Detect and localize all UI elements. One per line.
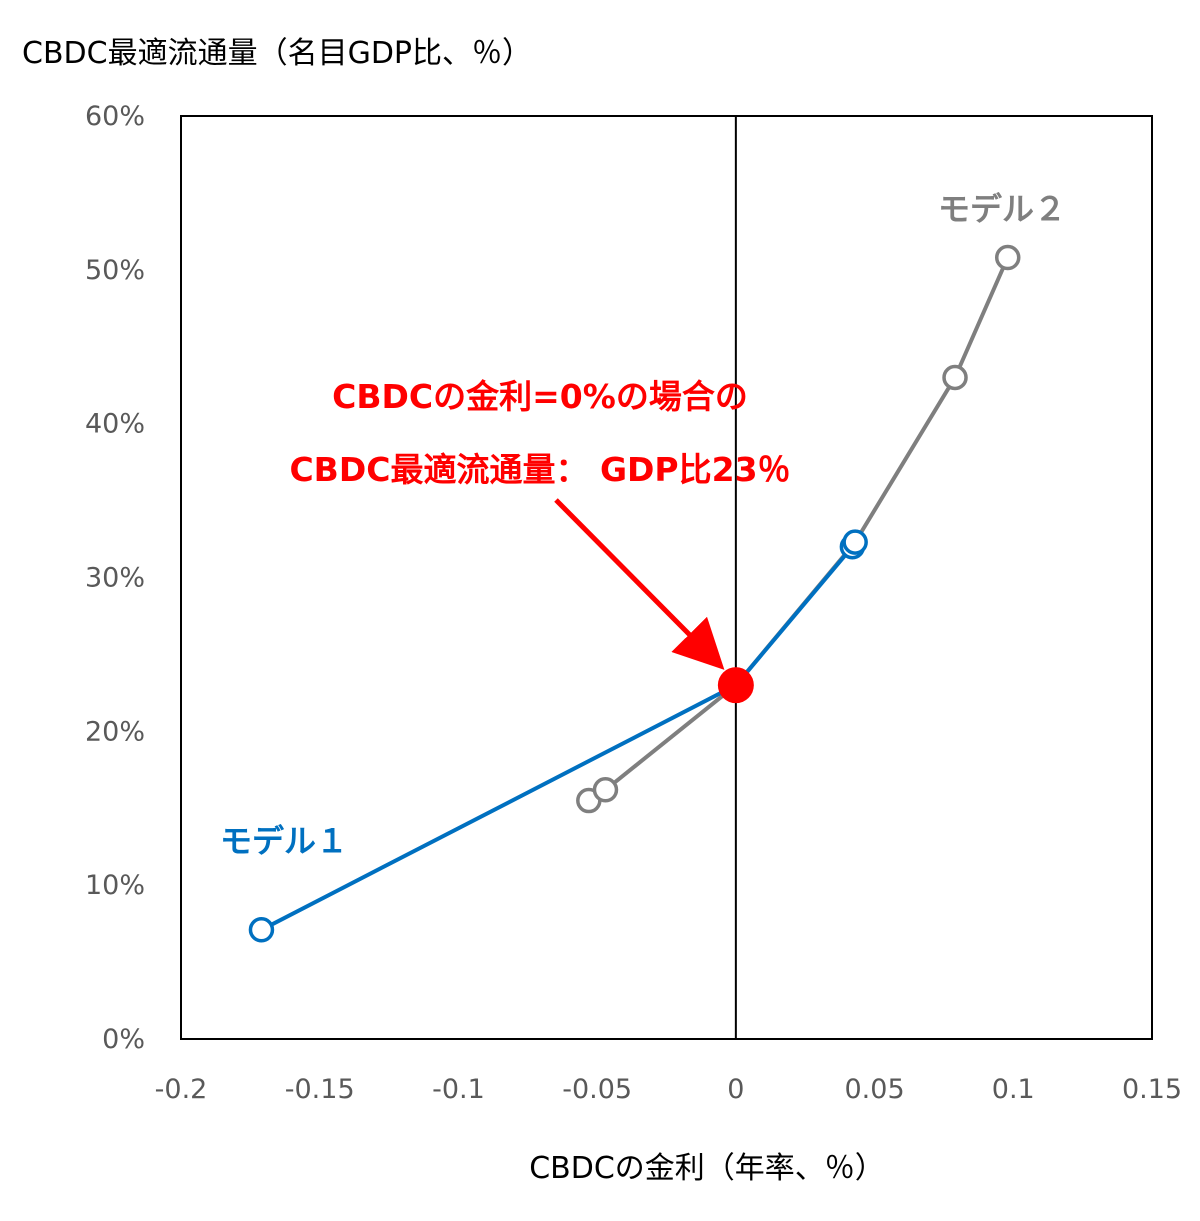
x-axis-title: CBDCの金利（年率、％） xyxy=(529,1151,885,1186)
y-tick-label: 20% xyxy=(85,716,145,747)
x-tick-label: 0.1 xyxy=(992,1074,1035,1105)
x-tick-label: 0.05 xyxy=(845,1074,905,1105)
data-point-marker xyxy=(994,244,1021,271)
y-tick-label: 30% xyxy=(85,563,145,594)
y-tick-label: 0% xyxy=(102,1024,145,1055)
plot-area-frame xyxy=(180,115,1153,1040)
annotation-line-2: CBDC最適流通量： GDP比23％ xyxy=(289,450,790,489)
x-tick-label: -0.05 xyxy=(562,1074,632,1105)
y-tick-label: 40% xyxy=(85,409,145,440)
x-tick-labels: -0.2 -0.15 -0.1 -0.05 0 0.05 0.1 0.15 xyxy=(155,1074,1182,1105)
data-point-marker xyxy=(248,917,275,943)
y-tick-label: 10% xyxy=(85,870,145,901)
x-tick-label: -0.1 xyxy=(432,1074,485,1105)
y-axis-title: CBDC最適流通量（名目GDP比、％） xyxy=(22,36,532,71)
highlight-dot xyxy=(717,667,754,704)
series-markers xyxy=(248,244,1021,943)
data-point-marker xyxy=(842,529,868,555)
y-tick-labels: 0% 10% 20% 30% 40% 50% 60% xyxy=(85,101,145,1055)
annotation-arrow xyxy=(554,498,725,670)
x-tick-label: -0.2 xyxy=(155,1074,208,1105)
data-point-marker xyxy=(592,777,619,803)
y-tick-label: 50% xyxy=(85,255,145,286)
series-line-1 xyxy=(587,256,1010,803)
highlight-point xyxy=(717,667,754,704)
annotation-line-1: CBDCの金利=0%の場合の xyxy=(332,377,748,416)
series-lines xyxy=(260,256,1010,932)
data-point-marker xyxy=(942,364,968,391)
x-tick-label: 0.15 xyxy=(1122,1074,1182,1105)
x-tick-label: -0.15 xyxy=(285,1074,355,1105)
arrow-line xyxy=(554,498,725,670)
series-line-2 xyxy=(260,541,857,932)
series-label-model-2: モデル２ xyxy=(938,190,1066,228)
series-label-model-1: モデル１ xyxy=(220,822,348,860)
y-tick-label: 60% xyxy=(85,101,145,132)
x-tick-label: 0 xyxy=(727,1074,744,1105)
